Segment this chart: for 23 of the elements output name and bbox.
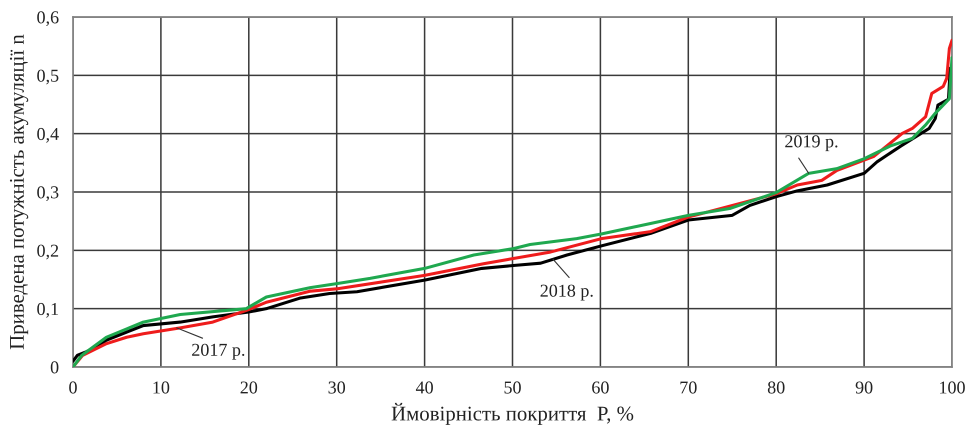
annotation: 2018 р. [540, 284, 593, 300]
x-tick-label: 50 [504, 381, 521, 394]
annotation: 2017 р. [192, 344, 244, 360]
x-tick-label: 30 [328, 381, 346, 394]
y-axis-title: Приведена потужність акумуляції n [10, 34, 28, 350]
y-tick-label: 0,2 [37, 244, 58, 260]
x-tick-label: 60 [592, 381, 609, 394]
y-tick-label: 0,3 [37, 186, 58, 202]
x-tick-label: 10 [153, 381, 170, 394]
x-tick-label: 100 [940, 381, 965, 394]
y-tick-label: 0 [50, 361, 58, 374]
x-tick-label: 90 [856, 381, 872, 394]
x-tick-label: 0 [69, 381, 77, 394]
x-tick-label: 40 [416, 381, 433, 394]
y-tick-label: 0,4 [37, 128, 59, 143]
x-tick-label: 80 [768, 381, 785, 394]
y-tick-label: 0,5 [37, 70, 58, 84]
annotation: 2019 р. [785, 135, 838, 152]
x-tick-label: 70 [680, 381, 697, 394]
y-tick-label: 0,6 [37, 11, 59, 26]
y-tick-label: 0,1 [37, 302, 58, 318]
x-tick-label: 20 [240, 381, 258, 394]
x-axis-title: Ймовірність покриття P, % [392, 402, 634, 425]
